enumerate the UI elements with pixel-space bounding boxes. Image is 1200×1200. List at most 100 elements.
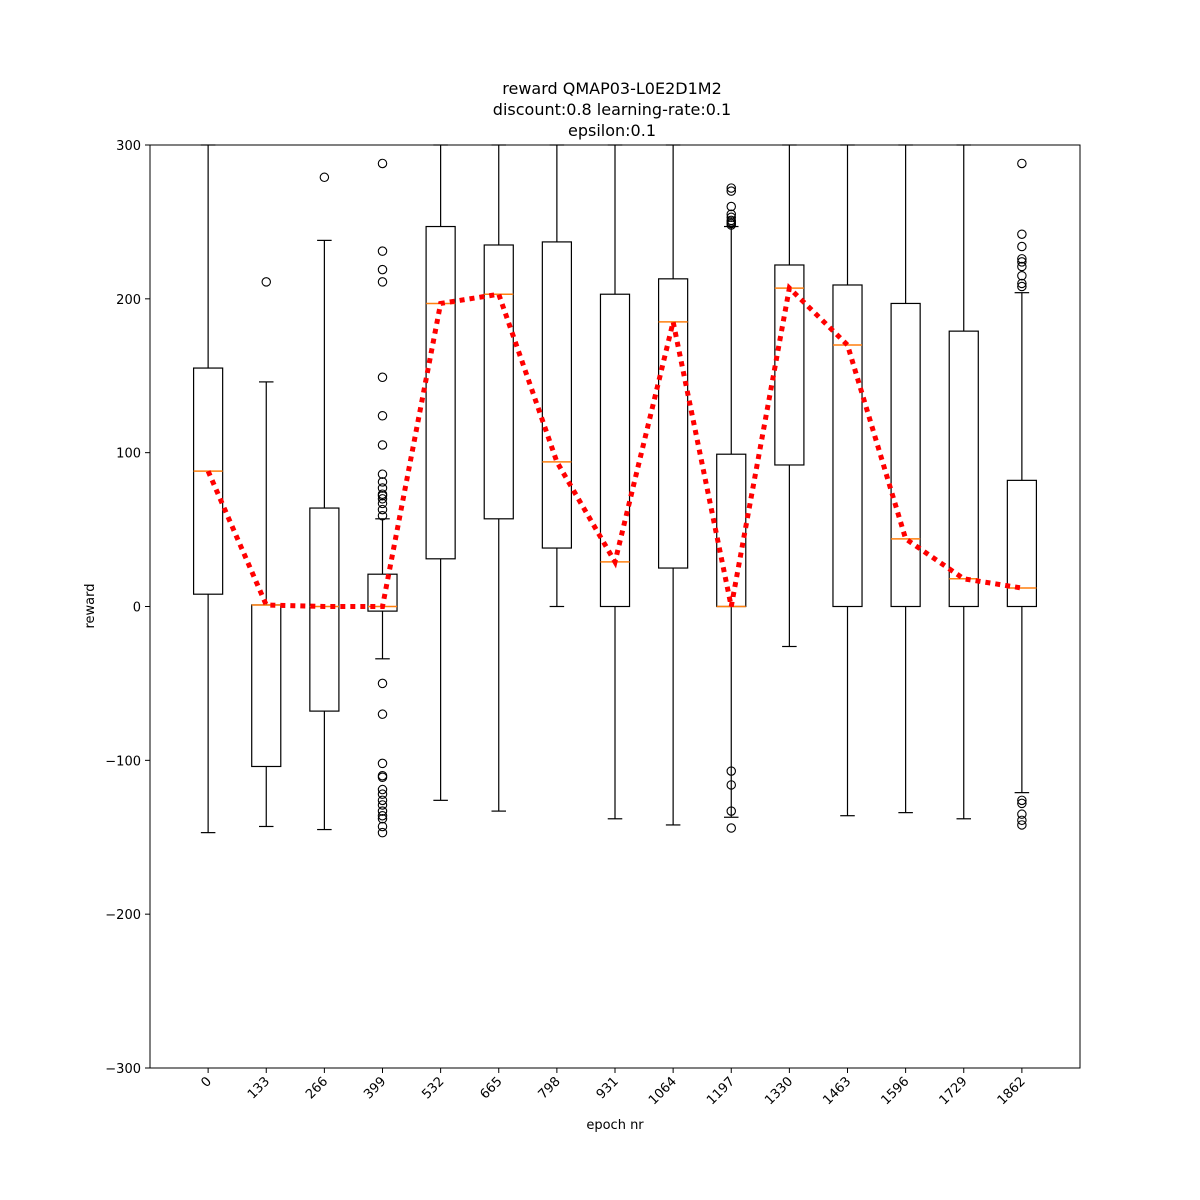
outlier-point (377, 678, 388, 689)
box-1729 (948, 144, 979, 820)
outlier-point (1017, 798, 1027, 809)
box-body (425, 225, 456, 560)
box-body (774, 264, 805, 466)
outlier-point (1017, 257, 1027, 267)
outlier-point (377, 277, 388, 287)
x-tick-label: 665 (477, 1074, 505, 1102)
box-body (192, 367, 224, 595)
outlier-point (377, 483, 388, 493)
outlier-point (1017, 229, 1027, 239)
outlier-point (377, 810, 388, 821)
outlier-point (377, 789, 388, 799)
outlier-point (726, 209, 736, 219)
y-tick-label: 0 (133, 601, 141, 616)
y-tick-label: −300 (105, 1062, 141, 1077)
outlier-point (1017, 271, 1027, 281)
outlier-point (377, 784, 388, 795)
outlier-point (377, 504, 388, 515)
outlier-point (726, 212, 736, 223)
outlier-point (726, 806, 736, 816)
outlier-point (377, 264, 388, 275)
x-tick-label: 1862 (995, 1074, 1029, 1108)
outlier-point (377, 494, 388, 504)
outlier-point (726, 201, 736, 212)
outlier-point (726, 766, 736, 776)
outlier-point (377, 709, 388, 719)
chart-title-line-1: reward QMAP03-L0E2D1M2 (502, 79, 722, 98)
outlier-point (377, 477, 388, 487)
outlier-point (377, 814, 388, 824)
y-tick-label: 100 (116, 447, 141, 462)
box-body (367, 573, 398, 612)
x-tick-label: 0 (198, 1074, 214, 1090)
outlier-point (377, 498, 388, 509)
outlier-point (377, 158, 388, 169)
outlier-point (377, 800, 388, 810)
outlier-point (377, 772, 388, 783)
box-1596 (890, 144, 921, 814)
box-1197 (716, 183, 747, 833)
y-tick-label: 300 (116, 139, 141, 154)
box-1064 (657, 144, 689, 826)
x-tick-label: 1729 (937, 1074, 971, 1108)
outlier-point (377, 806, 388, 816)
outlier-point (377, 821, 388, 832)
outlier-point (1017, 820, 1027, 830)
outlier-point (1017, 241, 1027, 252)
chart-title-line-3: epsilon:0.1 (568, 121, 656, 140)
outlier-point (377, 246, 388, 256)
x-tick-label: 399 (361, 1074, 389, 1102)
box-body (657, 278, 689, 569)
outlier-point (377, 510, 388, 521)
outlier-point (726, 780, 736, 790)
box-1330 (774, 144, 805, 648)
x-axis-label: epoch nr (586, 1118, 644, 1133)
x-tick-label: 266 (303, 1074, 331, 1102)
box-body (483, 244, 514, 520)
y-tick-label: −100 (105, 754, 141, 769)
box-body (716, 453, 747, 608)
y-axis: −300 −200 −100 0 100 200 300 (105, 139, 150, 1077)
x-tick-label: 1596 (878, 1074, 912, 1108)
x-tick-label: 1064 (646, 1074, 680, 1108)
box-798 (541, 144, 573, 608)
outlier-point (377, 490, 388, 501)
box-body (890, 302, 921, 608)
outlier-point (377, 469, 388, 479)
x-tick-label: 133 (245, 1074, 273, 1102)
outlier-point (261, 277, 271, 287)
box-1862 (1006, 158, 1038, 830)
outlier-point (377, 440, 388, 450)
box-body (309, 507, 340, 712)
x-tick-label: 1463 (820, 1074, 854, 1108)
box-body (541, 241, 573, 549)
x-tick-label: 931 (594, 1074, 622, 1102)
outlier-point (726, 183, 736, 193)
outlier-point (377, 795, 388, 806)
plot-area (149, 144, 1081, 1069)
box-body (948, 330, 979, 608)
box-1463 (832, 144, 863, 817)
outlier-point (726, 186, 736, 196)
box-body (832, 284, 863, 608)
x-tick-label: 798 (536, 1074, 564, 1102)
x-tick-label: 1330 (762, 1074, 796, 1108)
y-tick-label: 200 (116, 293, 141, 308)
outlier-point (1017, 278, 1027, 289)
box-133 (251, 277, 282, 828)
outlier-point (377, 372, 388, 383)
outlier-point (1017, 809, 1027, 819)
x-axis: 0 133 266 399 532 665 798 931 1064 1197 1330 1463 15… (198, 1068, 1029, 1108)
chart-title-line-2: discount:0.8 learning-rate:0.1 (493, 100, 731, 119)
box-665 (483, 144, 514, 812)
outlier-point (1017, 254, 1027, 264)
chart-title: reward QMAP03-L0E2D1M2 discount:0.8 lear… (493, 79, 731, 140)
outlier-point (377, 758, 388, 769)
box-399 (367, 158, 398, 838)
outlier-point (319, 172, 330, 183)
box-532 (425, 144, 456, 801)
y-axis-label: reward (83, 583, 98, 628)
outlier-point (1017, 795, 1027, 806)
outlier-point (1017, 281, 1027, 292)
